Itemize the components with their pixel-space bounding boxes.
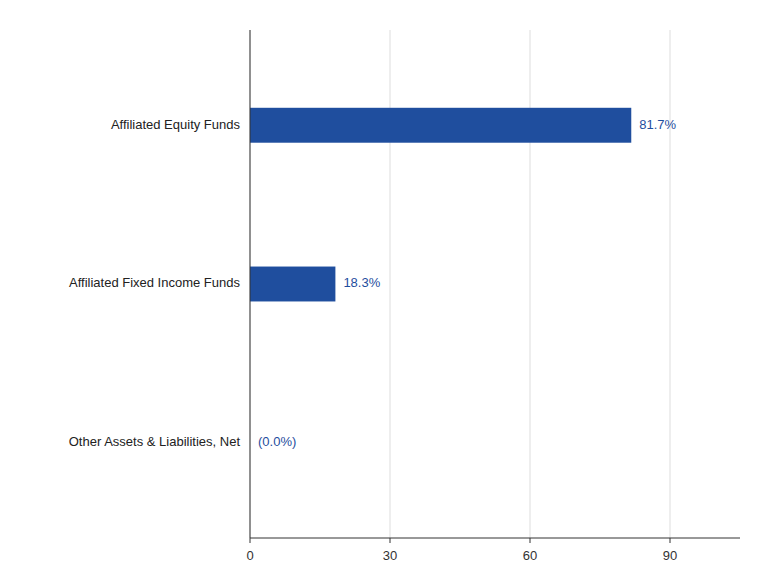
x-tick <box>670 538 671 543</box>
bar <box>250 267 335 302</box>
axes: 0 30 60 90 Other Assets & Liabilities, Net Af… <box>69 30 740 563</box>
y-tick-label: Affiliated Fixed Income Funds <box>69 275 241 290</box>
x-tick <box>250 538 251 543</box>
data-labels: (0.0%) 18.3% 81.7% <box>258 117 677 450</box>
grid-line <box>670 30 671 538</box>
y-tick-label: Other Assets & Liabilities, Net <box>69 434 241 449</box>
x-axis-line <box>250 538 740 539</box>
x-tick-label: 90 <box>663 548 677 563</box>
bars <box>250 108 631 302</box>
x-tick-label: 30 <box>383 548 397 563</box>
x-tick <box>390 538 391 543</box>
data-label: 81.7% <box>639 117 676 132</box>
chart-container: 0 30 60 90 Other Assets & Liabilities, Net Af… <box>0 0 780 588</box>
grid <box>250 30 670 538</box>
y-axis-line <box>250 30 251 538</box>
data-label: 18.3% <box>343 275 380 290</box>
chart: 0 30 60 90 Other Assets & Liabilities, Net Af… <box>0 0 780 588</box>
bar <box>250 108 631 143</box>
x-tick <box>530 538 531 543</box>
y-tick-label: Affiliated Equity Funds <box>111 117 241 132</box>
x-tick-label: 60 <box>523 548 537 563</box>
x-tick-label: 0 <box>246 548 253 563</box>
data-label: (0.0%) <box>258 434 296 449</box>
grid-line <box>530 30 531 538</box>
grid-line <box>390 30 391 538</box>
grid-line <box>250 30 251 538</box>
